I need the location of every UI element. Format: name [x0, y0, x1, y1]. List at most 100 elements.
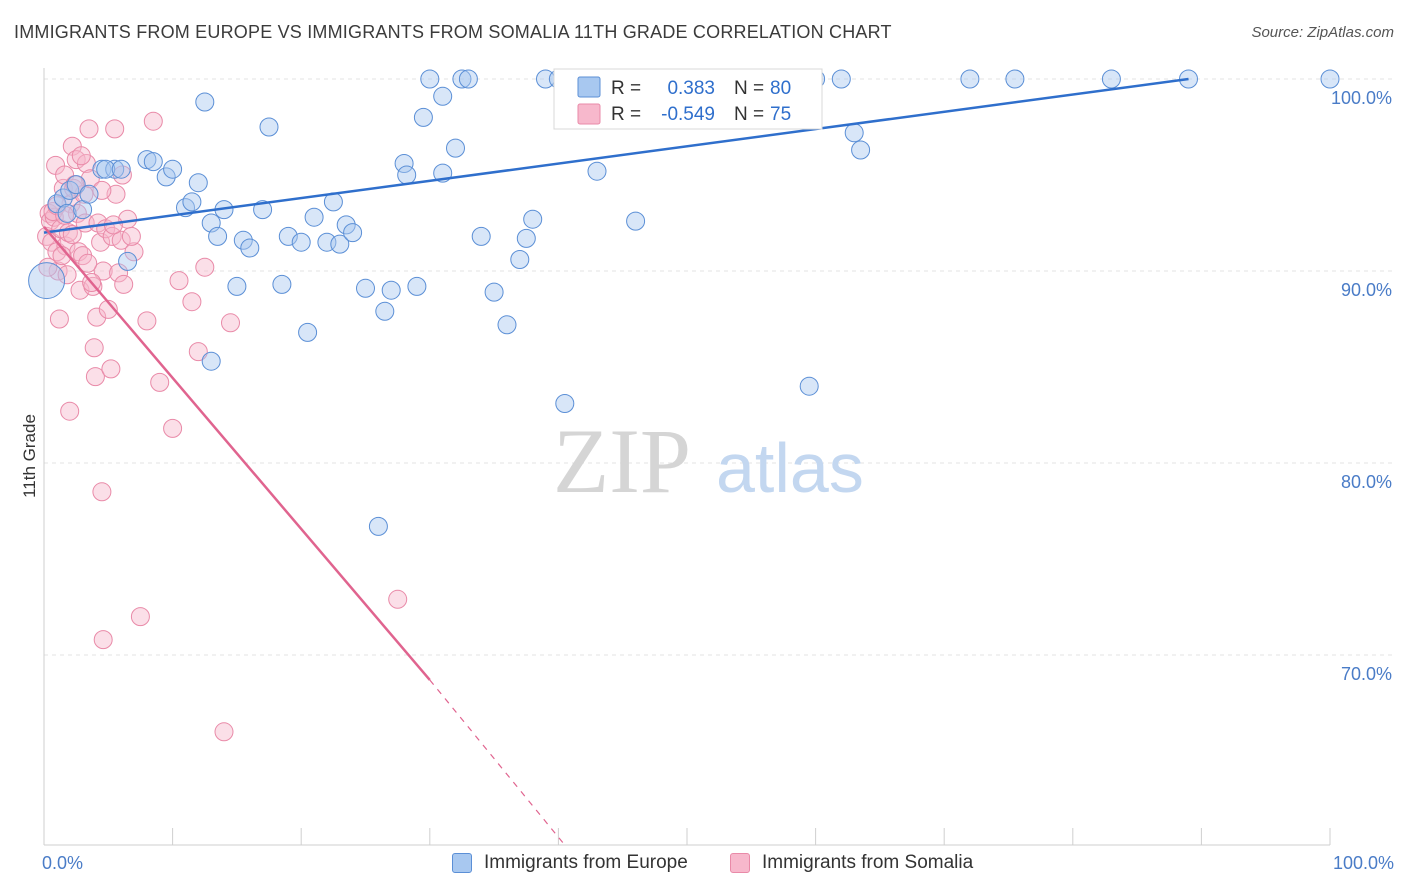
- europe-point: [182, 192, 202, 212]
- somalia-point: [106, 184, 126, 204]
- europe-point: [587, 161, 607, 181]
- europe-point: [227, 276, 247, 296]
- legend-label-somalia: Immigrants from Somalia: [762, 852, 974, 873]
- europe-point: [420, 69, 440, 89]
- somalia-point: [57, 265, 77, 285]
- somalia-point: [112, 165, 132, 185]
- source-credit: Source: ZipAtlas.com: [1251, 24, 1394, 41]
- europe-point: [53, 188, 73, 208]
- europe-point: [66, 175, 86, 195]
- europe-point: [188, 173, 208, 193]
- gridlines: [44, 78, 1392, 656]
- europe-swatch: [452, 853, 472, 873]
- legend-item-europe[interactable]: Immigrants from Europe: [452, 852, 688, 874]
- europe-point: [1320, 69, 1340, 89]
- europe-n-label: N =: [734, 78, 764, 99]
- somalia-point: [105, 119, 125, 139]
- somalia-point: [101, 359, 121, 379]
- europe-point: [208, 226, 228, 246]
- europe-point: [484, 282, 504, 302]
- europe-point: [304, 207, 324, 227]
- y-axis-title: 11th Grade: [20, 414, 39, 498]
- somalia-point: [114, 274, 134, 294]
- watermark-zip: ZIP: [553, 410, 691, 512]
- europe-point: [471, 226, 491, 246]
- europe-point: [458, 69, 478, 89]
- europe-point: [57, 203, 77, 223]
- europe-point: [381, 280, 401, 300]
- europe-point: [799, 376, 819, 396]
- somalia-point: [98, 299, 118, 319]
- europe-point: [516, 228, 536, 248]
- europe-point: [259, 117, 279, 137]
- europe-point: [851, 140, 871, 160]
- somalia-n-label: N =: [734, 104, 764, 125]
- europe-point: [79, 184, 99, 204]
- somalia-point: [70, 280, 90, 300]
- somalia-legend-swatch: [577, 103, 601, 125]
- europe-legend-swatch: [577, 76, 601, 98]
- somalia-point: [388, 589, 408, 609]
- x-tick-label-min: 0.0%: [42, 853, 83, 873]
- europe-point: [626, 211, 646, 231]
- somalia-point: [42, 232, 62, 252]
- europe-point: [163, 159, 183, 179]
- europe-point: [844, 123, 864, 143]
- europe-point: [201, 351, 221, 371]
- somalia-point: [93, 261, 113, 281]
- europe-point: [278, 226, 298, 246]
- somalia-r-label: R =: [611, 104, 641, 125]
- somalia-point: [150, 372, 170, 392]
- legend-label-europe: Immigrants from Europe: [484, 852, 688, 873]
- somalia-point: [87, 307, 107, 327]
- somalia-point: [182, 292, 202, 312]
- somalia-points: [37, 111, 408, 742]
- somalia-point: [66, 150, 86, 170]
- europe-r-label: R =: [611, 78, 641, 99]
- somalia-point: [195, 257, 215, 277]
- somalia-point: [92, 180, 112, 200]
- trend-lines: [43, 77, 1189, 846]
- somalia-point: [111, 230, 131, 250]
- somalia-point: [60, 401, 80, 421]
- x-tick-label-max: 100.0%: [1333, 853, 1394, 873]
- somalia-point: [92, 482, 112, 502]
- somalia-point: [79, 119, 99, 139]
- europe-point: [118, 251, 138, 271]
- europe-point: [433, 86, 453, 106]
- y-tick-label: 90.0%: [1341, 280, 1392, 300]
- somalia-point: [188, 342, 208, 362]
- europe-point: [272, 274, 292, 294]
- somalia-swatch: [730, 853, 750, 873]
- europe-point: [356, 278, 375, 298]
- europe-point: [156, 167, 176, 187]
- somalia-point: [84, 338, 104, 358]
- europe-r-value: 0.383: [667, 78, 715, 99]
- x-tick-marks: [43, 828, 1331, 845]
- europe-point: [1101, 69, 1121, 89]
- somalia-point: [221, 313, 240, 333]
- somalia-point: [163, 418, 183, 438]
- somalia-point: [214, 722, 234, 742]
- europe-point: [111, 159, 131, 179]
- somalia-point: [124, 242, 144, 262]
- europe-point: [407, 276, 427, 296]
- series-legend: Immigrants from Europe Immigrants from S…: [0, 852, 1406, 878]
- europe-point: [233, 230, 253, 250]
- legend-item-somalia[interactable]: Immigrants from Somalia: [730, 852, 973, 874]
- europe-point: [394, 154, 414, 173]
- europe-point: [446, 138, 465, 158]
- y-tick-label: 100.0%: [1331, 88, 1392, 108]
- europe-point: [195, 92, 215, 112]
- europe-point: [298, 322, 318, 342]
- europe-point: [143, 152, 163, 172]
- somalia-point: [137, 311, 157, 331]
- europe-point: [831, 69, 851, 89]
- europe-point: [452, 69, 472, 89]
- y-tick-label: 80.0%: [1341, 472, 1392, 492]
- europe-point: [960, 69, 980, 89]
- somalia-r-value: -0.549: [661, 104, 715, 125]
- y-tick-labels: 100.0% 90.0% 80.0% 70.0%: [1331, 88, 1392, 684]
- somalia-trend-line: [43, 226, 431, 681]
